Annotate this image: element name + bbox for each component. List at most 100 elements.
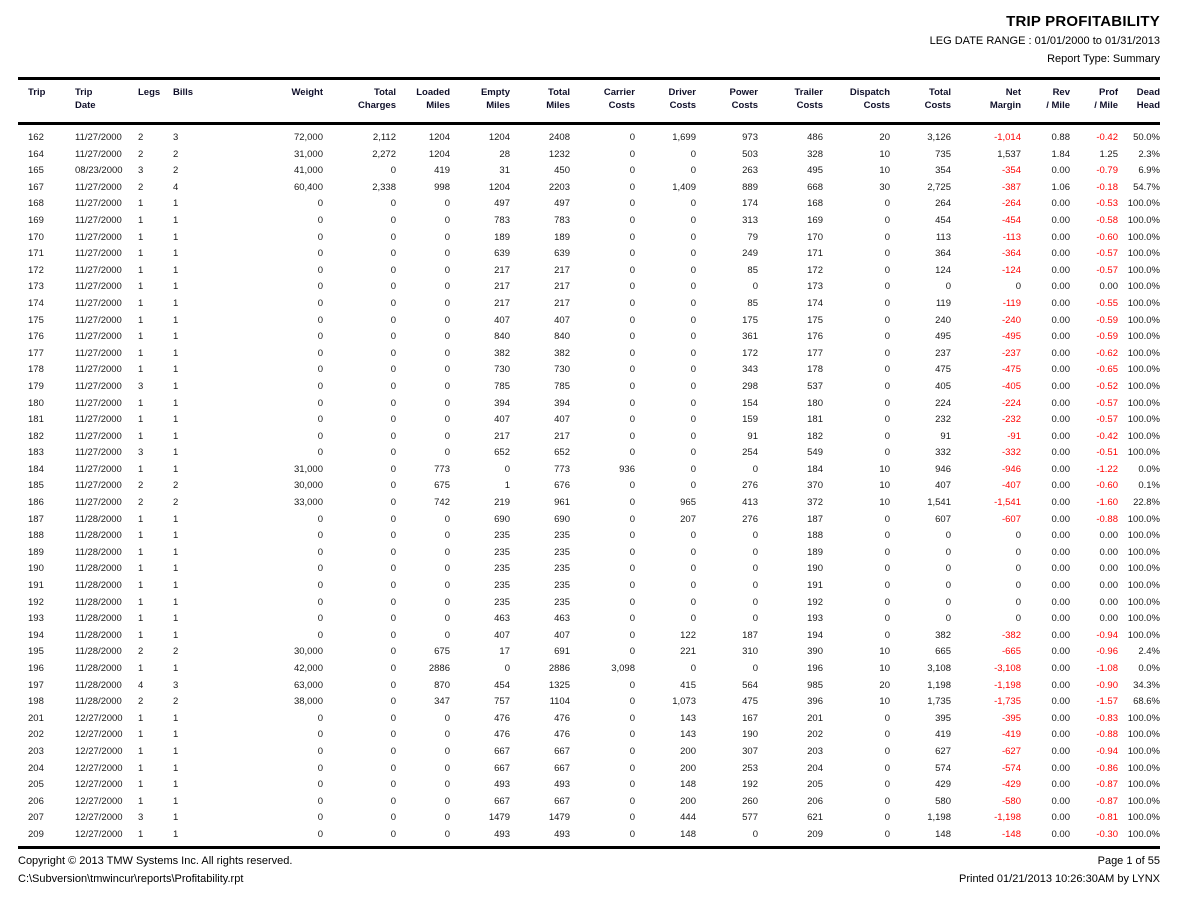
cell: 143 (680, 712, 696, 724)
cell: 79 (747, 231, 758, 243)
cell: 10 (879, 480, 890, 492)
table-row: 172 11/27/2000 1 1 0 0 0 217 217 0 0 85 172 0 124 -124 0… (18, 263, 1160, 280)
cell: 187 (742, 629, 758, 641)
cell: 2,272 (372, 148, 396, 160)
cell: 1325 (548, 679, 570, 691)
cell: 119 (935, 297, 951, 309)
cell: 182 (807, 430, 823, 442)
cell: 0 (1015, 596, 1021, 608)
cell: 100.0% (1127, 629, 1160, 641)
cell: 0 (444, 331, 450, 343)
cell: 10 (879, 165, 890, 177)
cell: 493 (494, 828, 510, 840)
cell: 0.00 (1099, 580, 1119, 592)
cell: 0 (390, 679, 396, 691)
cell: -0.51 (1096, 447, 1118, 459)
cell: 12/27/2000 (75, 828, 123, 840)
cell: 3 (173, 679, 179, 691)
cell: 667 (554, 795, 570, 807)
cell: 0 (444, 729, 450, 741)
cell: -429 (1001, 779, 1021, 791)
cell: 0 (690, 248, 696, 260)
cell: 100.0% (1127, 214, 1160, 226)
cell: 0.00 (1051, 530, 1071, 542)
cell: 0 (444, 347, 450, 359)
cell: 31,000 (293, 463, 323, 475)
cell: 0 (629, 231, 635, 243)
cell: -3,108 (994, 663, 1021, 674)
cell: 0 (1015, 530, 1021, 542)
cell: 476 (554, 712, 570, 724)
cell: 0 (884, 364, 890, 376)
column-header-total-miles: Total Miles (510, 77, 570, 125)
cell: 0 (390, 430, 396, 442)
cell: 946 (935, 463, 951, 475)
cell: 10 (879, 646, 890, 658)
cell: -454 (1001, 214, 1021, 226)
cell: 0 (629, 165, 635, 177)
cell: 174 (807, 297, 823, 309)
cell: 11/27/2000 (75, 281, 122, 293)
table-row: 195 11/28/2000 2 2 30,000 0 675 17 691 0 221 310 390… (18, 644, 1160, 661)
table-row: 196 11/28/2000 1 1 42,000 0 2886 0 2886 3,098 0 0 19… (18, 661, 1160, 678)
cell: 190 (28, 563, 44, 575)
cell: 0 (317, 795, 323, 807)
cell: 0 (884, 613, 890, 625)
cell: 159 (742, 414, 758, 426)
cell: 235 (494, 596, 510, 608)
cell: 0 (690, 231, 696, 243)
cell: 194 (28, 629, 44, 641)
cell: 100.0% (1127, 430, 1160, 442)
cell: 168 (28, 198, 44, 210)
cell: 0 (629, 563, 635, 575)
cell: 1 (173, 779, 179, 791)
cell: 10 (879, 696, 890, 708)
cell: 11/28/2000 (75, 596, 122, 608)
cell: 1 (173, 596, 179, 608)
cell: 0 (390, 297, 396, 309)
cell: 1 (173, 580, 179, 592)
cell: 202 (807, 729, 823, 741)
cell: 11/28/2000 (75, 679, 122, 691)
cell: 148 (680, 828, 696, 840)
cell: 0 (390, 347, 396, 359)
cell: 100.0% (1127, 297, 1160, 309)
cell: 0 (390, 414, 396, 426)
cell: 100.0% (1127, 314, 1160, 326)
cell: 0 (390, 497, 396, 509)
cell: -1,541 (994, 497, 1021, 509)
cell: 0 (629, 397, 635, 409)
cell: 0 (752, 530, 758, 542)
cell: 177 (28, 347, 44, 359)
cell: -224 (1001, 397, 1021, 409)
cell: 0.00 (1051, 613, 1071, 625)
column-header-rev-mile: Rev / Mile (1021, 77, 1070, 125)
cell: 196 (28, 663, 44, 674)
cell: 192 (807, 596, 823, 608)
cell: -0.94 (1096, 745, 1118, 757)
cell: 1,541 (927, 497, 951, 509)
cell: 197 (28, 679, 44, 691)
cell: -237 (1001, 347, 1021, 359)
cell: 11/27/2000 (75, 364, 122, 376)
cell: 0 (390, 812, 396, 824)
cell: 691 (554, 646, 570, 658)
cell: 2 (138, 148, 144, 160)
cell: 0.00 (1051, 430, 1071, 442)
cell: 0.00 (1051, 414, 1071, 426)
cell: 0 (444, 745, 450, 757)
cell: 173 (807, 281, 823, 293)
cell: 405 (935, 380, 951, 392)
cell: 188 (28, 530, 44, 542)
cell: 0 (444, 397, 450, 409)
table-row: 189 11/28/2000 1 1 0 0 0 235 235 0 0 0 189 0 0 0 0.00 0.0… (18, 545, 1160, 562)
cell: 3,098 (611, 663, 635, 674)
cell: -0.96 (1096, 646, 1118, 658)
column-header-legs: Legs (138, 77, 173, 125)
column-header-bills: Bills (173, 77, 205, 125)
cell: -0.83 (1096, 712, 1118, 724)
cell: 0 (317, 729, 323, 741)
cell: 85 (747, 264, 758, 276)
cell: -607 (1001, 513, 1021, 525)
cell: 0 (629, 364, 635, 376)
